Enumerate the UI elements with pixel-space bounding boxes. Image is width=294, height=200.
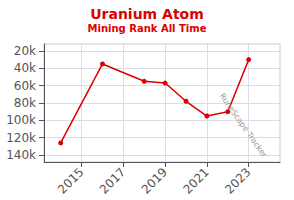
svg-text:80k: 80k xyxy=(14,96,36,110)
svg-text:40k: 40k xyxy=(14,61,36,75)
svg-text:2015: 2015 xyxy=(55,165,86,196)
svg-text:140k: 140k xyxy=(6,148,36,162)
svg-text:20k: 20k xyxy=(14,44,36,58)
svg-text:100k: 100k xyxy=(6,113,36,127)
svg-text:60k: 60k xyxy=(14,79,36,93)
svg-text:Uranium Atom: Uranium Atom xyxy=(90,6,204,22)
svg-text:2023: 2023 xyxy=(222,165,253,196)
svg-text:2019: 2019 xyxy=(139,165,170,196)
svg-text:2021: 2021 xyxy=(180,165,211,196)
svg-text:2017: 2017 xyxy=(97,165,128,196)
svg-text:RuneScape Tracker: RuneScape Tracker xyxy=(218,92,269,160)
svg-text:Mining Rank All Time: Mining Rank All Time xyxy=(88,23,207,34)
svg-text:120k: 120k xyxy=(6,131,36,145)
